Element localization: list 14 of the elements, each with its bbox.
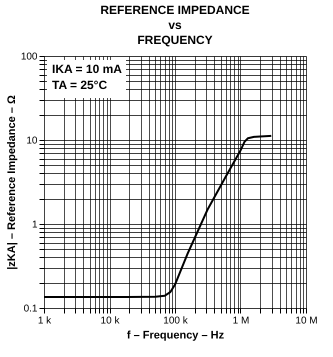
annotation: TA = 25°C <box>52 78 108 92</box>
x-tick-label: 1 M <box>232 316 250 326</box>
chart-title: REFERENCE IMPEDANCE vs FREQUENCY <box>100 3 250 47</box>
y-tick-label: 100 <box>20 52 38 62</box>
annotation: IKA = 10 mA <box>52 62 122 76</box>
y-tick-label: 10 <box>26 136 38 146</box>
x-tick-label: 100 k <box>163 316 189 326</box>
y-tick-label: 1 <box>32 220 38 230</box>
y-axis-title: |zKA| – Reference Impedance – Ω <box>6 95 18 270</box>
x-tick-label: 10 k <box>100 316 120 326</box>
x-tick-label: 1 k <box>38 316 52 326</box>
x-axis-title: f – Frequency – Hz <box>126 330 225 342</box>
x-tick-label: 10 M <box>295 316 318 326</box>
y-tick-label: 0.1 <box>24 304 38 314</box>
